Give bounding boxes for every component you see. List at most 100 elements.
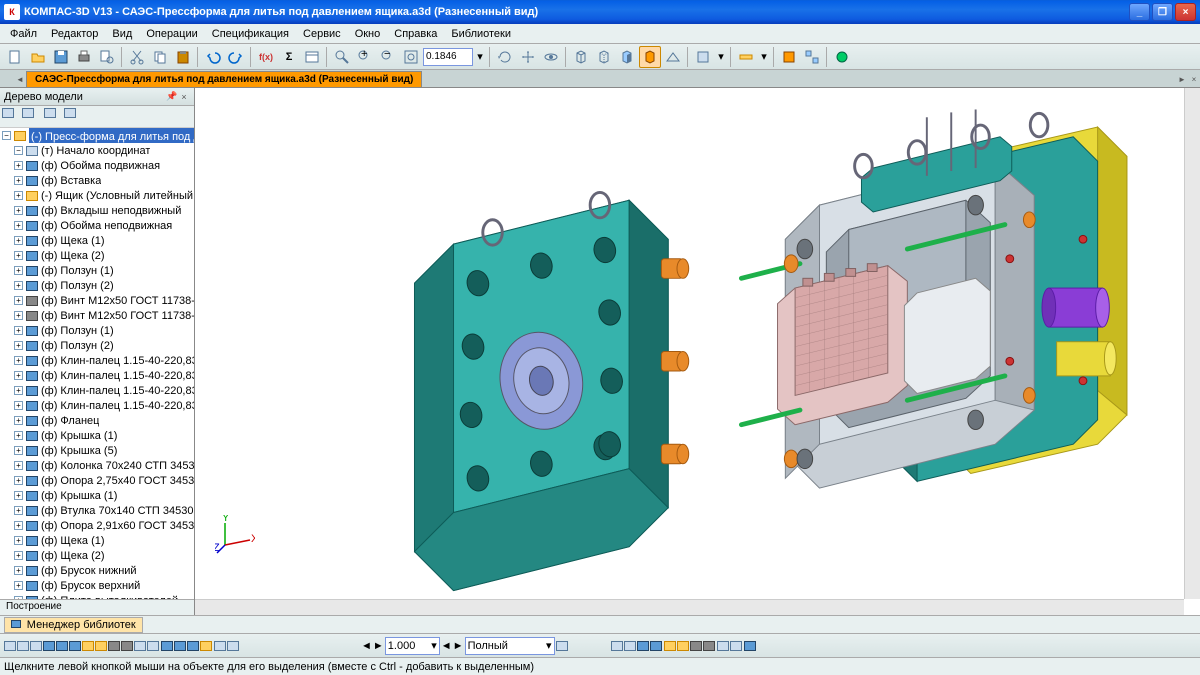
zoom-out-icon[interactable]: − bbox=[377, 46, 399, 68]
zoom-fit-icon[interactable] bbox=[400, 46, 422, 68]
bt-icon-7[interactable] bbox=[82, 641, 94, 651]
cut-icon[interactable] bbox=[126, 46, 148, 68]
perspective-icon[interactable] bbox=[662, 46, 684, 68]
exploded-icon[interactable] bbox=[801, 46, 823, 68]
tree-item[interactable]: +(ф) Винт М12x50 ГОСТ 11738-84 (1) bbox=[0, 293, 194, 308]
tree-item[interactable]: +(ф) Ползун (1) bbox=[0, 323, 194, 338]
pan-icon[interactable] bbox=[517, 46, 539, 68]
bt-g4-icon[interactable] bbox=[650, 641, 662, 651]
tree-item[interactable]: +(ф) Колонка 70x240 СТП 34531-94 (1) bbox=[0, 458, 194, 473]
redo-icon[interactable] bbox=[225, 46, 247, 68]
bt-g6-icon[interactable] bbox=[677, 641, 689, 651]
bt-scale-next-icon[interactable]: ► bbox=[373, 640, 384, 652]
menu-view[interactable]: Вид bbox=[106, 26, 138, 42]
rotate-icon[interactable] bbox=[494, 46, 516, 68]
bt-style-next-icon[interactable]: ► bbox=[453, 640, 464, 652]
tree-item[interactable]: +(ф) Опора 2,91x60 ГОСТ 34532-87 (1) bbox=[0, 518, 194, 533]
menu-file[interactable]: Файл bbox=[4, 26, 43, 42]
tree-item[interactable]: +(ф) Вставка bbox=[0, 173, 194, 188]
tree-item[interactable]: +(ф) Крышка (5) bbox=[0, 443, 194, 458]
shaded-icon[interactable] bbox=[616, 46, 638, 68]
bt-g2-icon[interactable] bbox=[624, 641, 636, 651]
tree-view2-icon[interactable] bbox=[22, 108, 40, 126]
bt-scale-prev-icon[interactable]: ◄ bbox=[361, 640, 372, 652]
tree-item[interactable]: +(ф) Фланец bbox=[0, 413, 194, 428]
bt-icon-4[interactable] bbox=[43, 641, 55, 651]
menu-edit[interactable]: Редактор bbox=[45, 26, 104, 42]
zoom-value-input[interactable] bbox=[423, 48, 473, 66]
tree-item[interactable]: +(ф) Клин-палец 1.15-40-220,83-75 СТП 34… bbox=[0, 398, 194, 413]
tab-prev-icon[interactable]: ◄ bbox=[14, 71, 26, 87]
bt-icon-16[interactable] bbox=[200, 641, 212, 651]
orbit-icon[interactable] bbox=[540, 46, 562, 68]
menu-help[interactable]: Справка bbox=[388, 26, 443, 42]
tree-item[interactable]: +(ф) Втулка 70x140 СТП 34530-86 (1) bbox=[0, 503, 194, 518]
save-icon[interactable] bbox=[50, 46, 72, 68]
bt-icon-5[interactable] bbox=[56, 641, 68, 651]
tree-item[interactable]: +(ф) Клин-палец 1.15-40-220,83-75 СТП 34… bbox=[0, 383, 194, 398]
props-icon[interactable] bbox=[301, 46, 323, 68]
measure-icon[interactable] bbox=[735, 46, 757, 68]
scale-combo[interactable]: 1.000▾ bbox=[385, 637, 440, 655]
pin-icon[interactable]: 📌 bbox=[166, 91, 178, 103]
tree-item[interactable]: +(ф) Щека (2) bbox=[0, 548, 194, 563]
tree-item[interactable]: +(ф) Клин-палец 1.15-40-220,83-75 СТП 34… bbox=[0, 353, 194, 368]
zoom-window-icon[interactable] bbox=[331, 46, 353, 68]
bt-icon-8[interactable] bbox=[95, 641, 107, 651]
zoom-in-icon[interactable]: + bbox=[354, 46, 376, 68]
bt-extra-1-icon[interactable] bbox=[556, 641, 568, 651]
tree-item[interactable]: +(ф) Крышка (1) bbox=[0, 488, 194, 503]
tree-item[interactable]: −(т) Начало координат bbox=[0, 143, 194, 158]
measure-dropdown-icon[interactable]: ▾ bbox=[758, 46, 770, 68]
menu-libraries[interactable]: Библиотеки bbox=[445, 26, 517, 42]
close-button[interactable]: × bbox=[1175, 3, 1196, 21]
tree-item[interactable]: +(ф) Крышка (1) bbox=[0, 428, 194, 443]
hidden-lines-icon[interactable] bbox=[593, 46, 615, 68]
tree-item[interactable]: +(ф) Клин-палец 1.15-40-220,83-75 СТП 34… bbox=[0, 368, 194, 383]
maximize-button[interactable]: ❐ bbox=[1152, 3, 1173, 21]
preview-icon[interactable] bbox=[96, 46, 118, 68]
tree-item[interactable]: +(ф) Ползун (1) bbox=[0, 263, 194, 278]
tree-item[interactable]: +(ф) Щека (2) bbox=[0, 248, 194, 263]
bt-g10-icon[interactable] bbox=[730, 641, 742, 651]
bt-icon-18[interactable] bbox=[227, 641, 239, 651]
tree-item[interactable]: +(-) Ящик (Условный литейный чертеж) bbox=[0, 188, 194, 203]
bt-icon-9[interactable] bbox=[108, 641, 120, 651]
tree-item[interactable]: +(ф) Щека (1) bbox=[0, 233, 194, 248]
tree-view1-icon[interactable] bbox=[2, 108, 20, 126]
bt-g9-icon[interactable] bbox=[717, 641, 729, 651]
bt-icon-13[interactable] bbox=[161, 641, 173, 651]
open-icon[interactable] bbox=[27, 46, 49, 68]
style-combo[interactable]: Полный▾ bbox=[465, 637, 555, 655]
tree-view4-icon[interactable] bbox=[64, 108, 82, 126]
zoom-dropdown-icon[interactable]: ▾ bbox=[474, 46, 486, 68]
viewport-3d[interactable]: Y X Z bbox=[195, 88, 1200, 615]
menu-specification[interactable]: Спецификация bbox=[206, 26, 295, 42]
bt-icon-11[interactable] bbox=[134, 641, 146, 651]
close-panel-icon[interactable]: × bbox=[178, 91, 190, 103]
vertical-scrollbar[interactable] bbox=[1184, 88, 1200, 599]
document-tab[interactable]: САЭС-Прессформа для литья под давлением … bbox=[26, 71, 422, 87]
tree-view3-icon[interactable] bbox=[44, 108, 62, 126]
view-front-icon[interactable] bbox=[692, 46, 714, 68]
bt-g5-icon[interactable] bbox=[664, 641, 676, 651]
rebuild-icon[interactable] bbox=[831, 46, 853, 68]
wireframe-icon[interactable] bbox=[570, 46, 592, 68]
fx-icon[interactable]: f(x) bbox=[255, 46, 277, 68]
tree-item[interactable]: +(ф) Вкладыш неподвижный bbox=[0, 203, 194, 218]
tab-next-icon[interactable]: ► bbox=[1176, 71, 1188, 87]
undo-icon[interactable] bbox=[202, 46, 224, 68]
tree-item[interactable]: +(ф) Щека (1) bbox=[0, 533, 194, 548]
bt-g3-icon[interactable] bbox=[637, 641, 649, 651]
menu-operations[interactable]: Операции bbox=[140, 26, 203, 42]
tab-close-icon[interactable]: × bbox=[1188, 71, 1200, 87]
horizontal-scrollbar[interactable] bbox=[195, 599, 1184, 615]
view-dropdown-icon[interactable]: ▾ bbox=[715, 46, 727, 68]
tree-item[interactable]: +(ф) Ползун (2) bbox=[0, 338, 194, 353]
tree-item[interactable]: +(ф) Брусок нижний bbox=[0, 563, 194, 578]
bt-icon-3[interactable] bbox=[30, 641, 42, 651]
tree-body[interactable]: −(-) Пресс-форма для литья под давлением… bbox=[0, 128, 194, 599]
bt-g8-icon[interactable] bbox=[703, 641, 715, 651]
library-manager-tab[interactable]: Менеджер библиотек bbox=[4, 617, 143, 633]
bt-icon-17[interactable] bbox=[214, 641, 226, 651]
